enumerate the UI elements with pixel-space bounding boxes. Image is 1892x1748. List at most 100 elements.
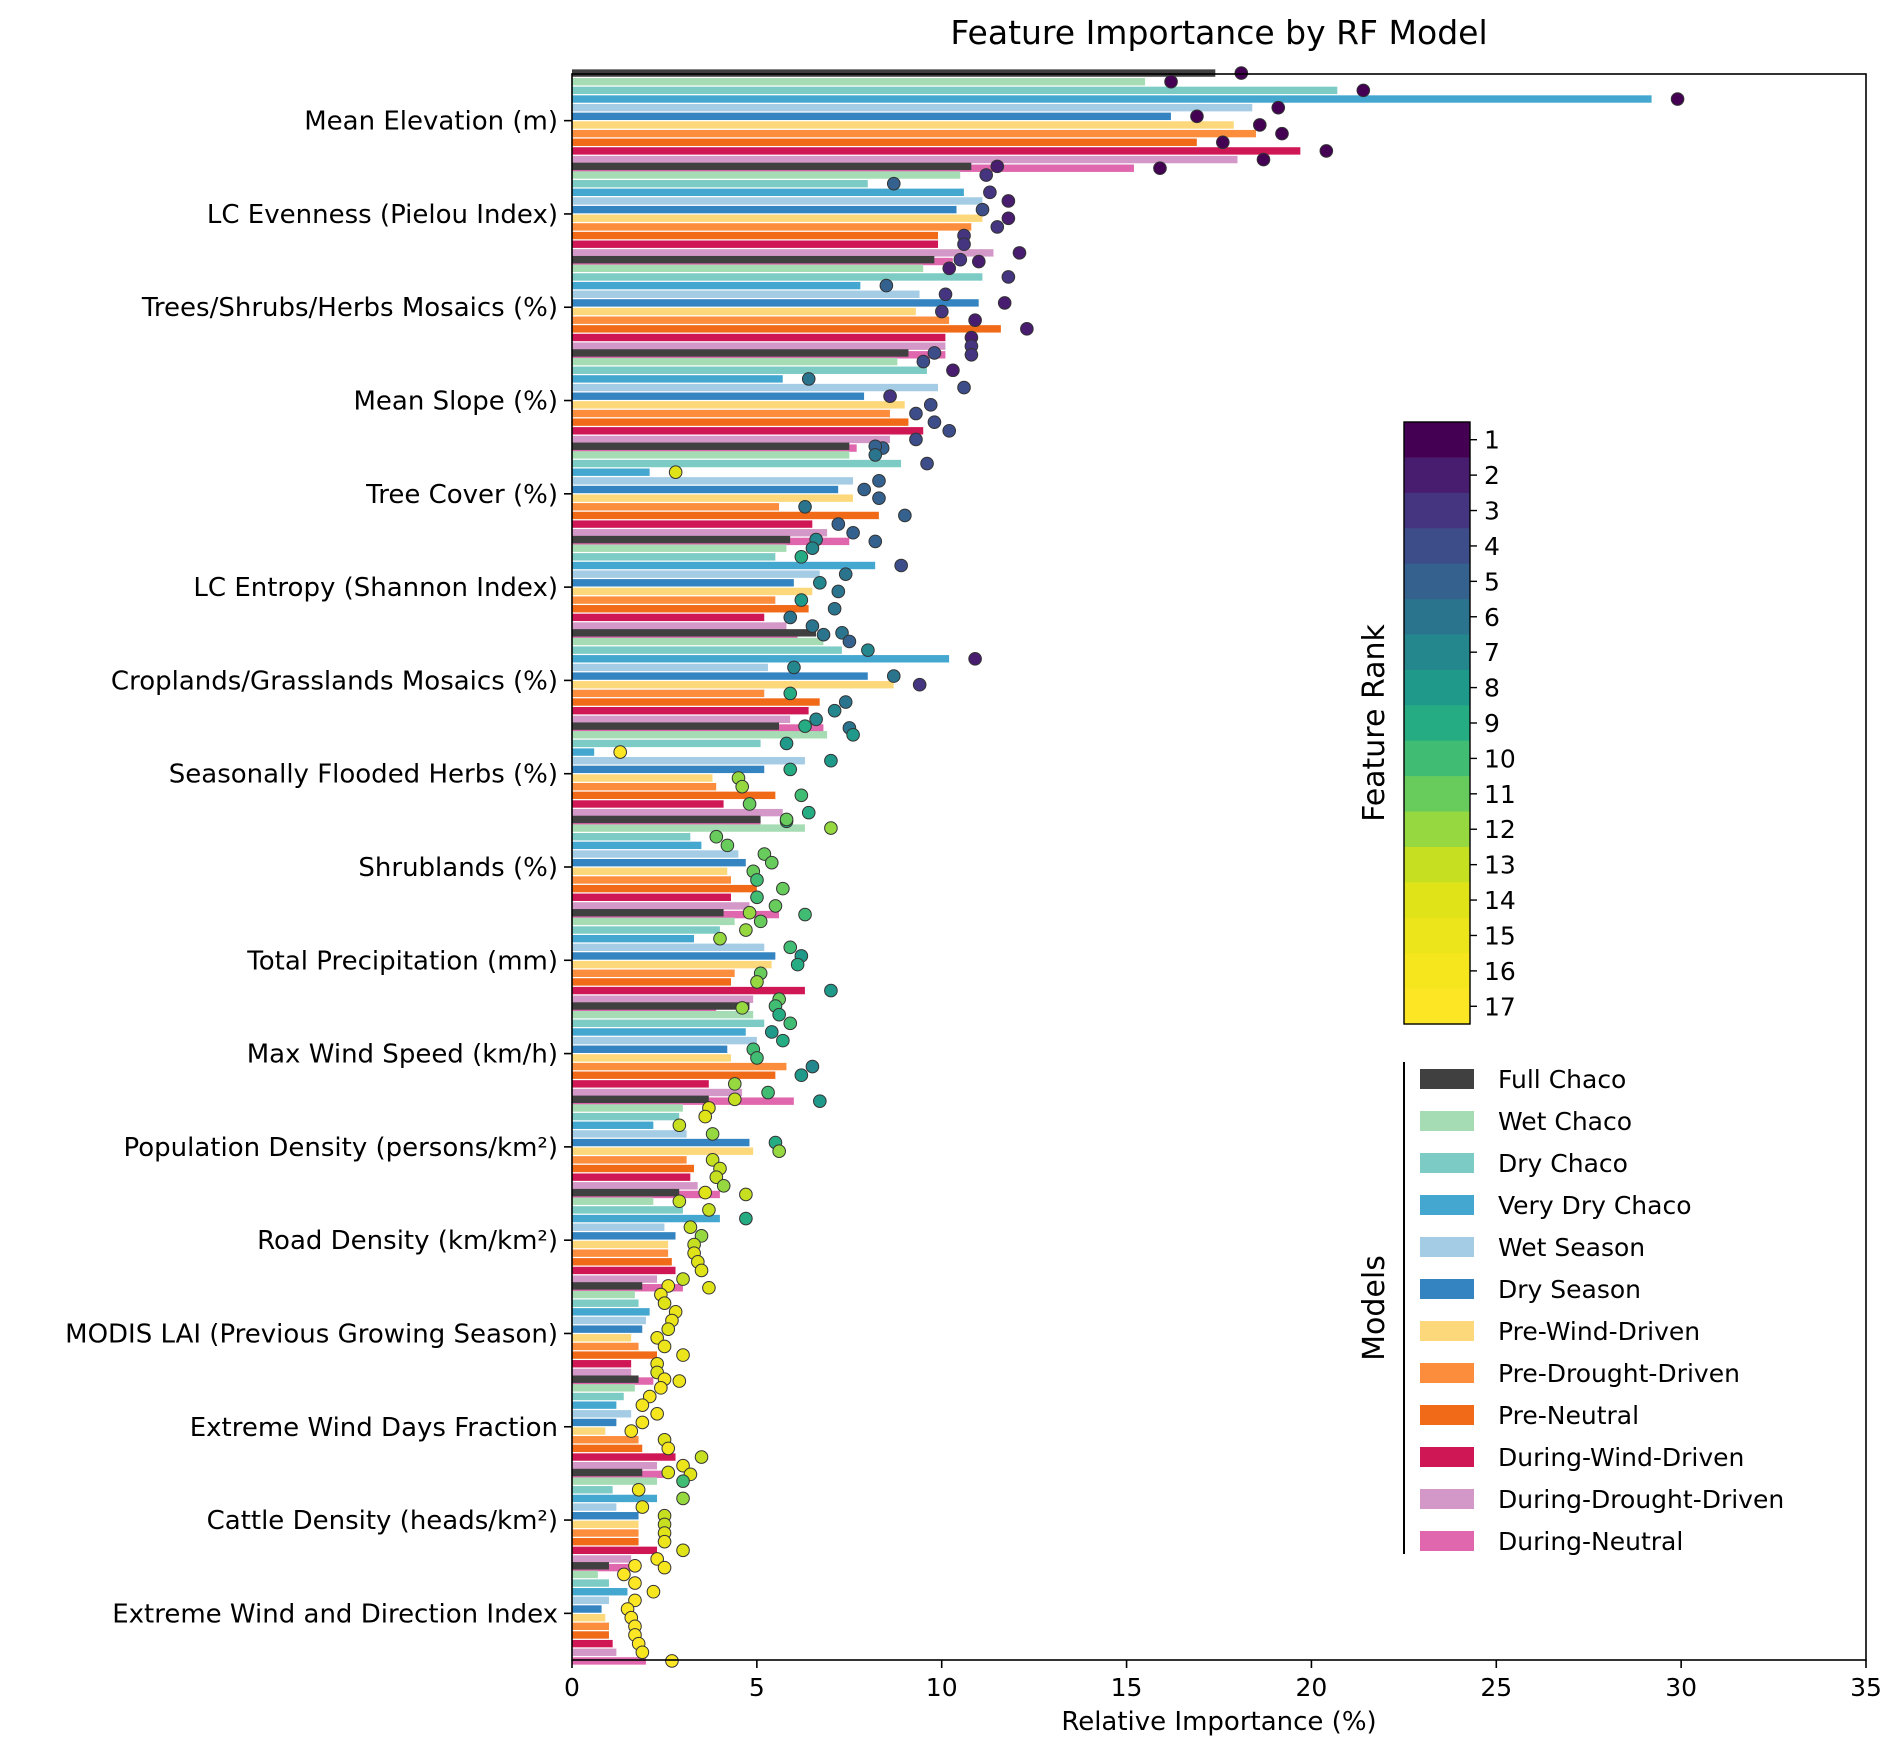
rank-marker bbox=[1164, 74, 1178, 89]
bar bbox=[572, 1436, 639, 1444]
bar bbox=[572, 249, 994, 257]
rank-marker bbox=[868, 534, 883, 549]
bar bbox=[572, 1427, 606, 1435]
bar bbox=[572, 765, 765, 774]
rank-marker bbox=[909, 432, 923, 447]
rank-marker bbox=[957, 237, 971, 252]
bar bbox=[572, 162, 972, 171]
colorbar-cell bbox=[1404, 917, 1470, 954]
rank-marker bbox=[709, 829, 724, 844]
bar bbox=[572, 1410, 632, 1418]
rank-marker bbox=[650, 1330, 664, 1345]
bar bbox=[572, 1062, 787, 1071]
bar bbox=[572, 485, 839, 494]
colorbar-cell bbox=[1404, 563, 1470, 600]
rank-marker bbox=[676, 1491, 690, 1506]
colorbar-cell bbox=[1404, 528, 1470, 565]
rank-marker bbox=[635, 1645, 650, 1660]
category-label: Road Density (km/km²) bbox=[257, 1226, 558, 1256]
rank-marker bbox=[735, 1001, 749, 1015]
x-tick-label: 30 bbox=[1665, 1673, 1697, 1702]
legend-swatch bbox=[1420, 1069, 1474, 1089]
bar bbox=[572, 197, 983, 205]
rank-marker bbox=[776, 881, 790, 896]
rank-marker bbox=[694, 1450, 709, 1464]
bar bbox=[572, 1605, 602, 1613]
bar bbox=[572, 1520, 639, 1529]
colorbar-cell bbox=[1404, 634, 1470, 671]
bar bbox=[572, 1164, 695, 1173]
bar bbox=[572, 1570, 598, 1579]
bar bbox=[572, 1546, 658, 1555]
rank-marker bbox=[838, 567, 853, 581]
rank-marker bbox=[657, 1534, 672, 1549]
rank-marker bbox=[750, 975, 764, 989]
rank-marker bbox=[631, 1482, 646, 1497]
bar bbox=[572, 1010, 754, 1019]
colorbar-cell bbox=[1404, 811, 1470, 848]
x-tick-label: 0 bbox=[564, 1673, 580, 1702]
rank-marker bbox=[750, 873, 764, 887]
colorbar-tick-label: 12 bbox=[1484, 815, 1516, 844]
rank-marker bbox=[809, 712, 823, 727]
rank-marker bbox=[990, 220, 1005, 234]
bar bbox=[572, 121, 1234, 129]
rank-marker bbox=[661, 1322, 676, 1336]
legend-label: During-Drought-Driven bbox=[1498, 1485, 1784, 1514]
rank-marker bbox=[824, 753, 838, 768]
rank-marker bbox=[676, 1348, 690, 1362]
bar bbox=[572, 553, 776, 561]
rank-marker bbox=[1153, 161, 1167, 176]
bar bbox=[572, 316, 950, 324]
rank-marker bbox=[635, 1415, 650, 1430]
bar bbox=[572, 1045, 728, 1053]
bar bbox=[572, 418, 909, 426]
colorbar-cell bbox=[1404, 457, 1470, 494]
rank-marker bbox=[739, 1211, 753, 1226]
bar bbox=[572, 342, 946, 350]
rank-marker bbox=[898, 508, 912, 523]
rank-marker bbox=[772, 1007, 786, 1022]
rank-marker bbox=[964, 348, 979, 362]
bar bbox=[572, 1088, 743, 1097]
bar bbox=[572, 570, 820, 578]
bar bbox=[572, 876, 731, 884]
bar bbox=[572, 1453, 676, 1461]
bar bbox=[572, 1232, 676, 1240]
colorbar-cell bbox=[1404, 669, 1470, 706]
bar bbox=[572, 1529, 639, 1537]
bar bbox=[572, 934, 695, 943]
rank-marker bbox=[739, 923, 753, 937]
bar bbox=[572, 290, 920, 298]
legend-label: Pre-Neutral bbox=[1498, 1401, 1639, 1430]
rank-marker bbox=[827, 703, 842, 718]
colorbar-cell bbox=[1404, 988, 1470, 1025]
bar bbox=[572, 1360, 632, 1368]
rank-marker bbox=[672, 1194, 687, 1209]
rank-marker bbox=[702, 1203, 716, 1217]
colorbar-tick-label: 5 bbox=[1484, 567, 1500, 596]
category-label: Seasonally Flooded Herbs (%) bbox=[169, 760, 558, 790]
rank-marker bbox=[783, 610, 798, 625]
bar bbox=[572, 1290, 635, 1299]
rank-marker bbox=[997, 296, 1012, 310]
category-label: Croplands/Grasslands Mosaics (%) bbox=[111, 666, 558, 696]
bar bbox=[572, 605, 809, 613]
bar bbox=[572, 1461, 658, 1470]
rank-marker bbox=[657, 1560, 672, 1575]
rank-marker bbox=[787, 660, 801, 675]
rank-marker bbox=[772, 1144, 786, 1159]
category-label: Mean Slope (%) bbox=[354, 387, 559, 417]
bar bbox=[572, 179, 868, 188]
rank-marker bbox=[927, 346, 942, 360]
rank-marker bbox=[798, 719, 812, 733]
rank-marker bbox=[801, 805, 816, 820]
rank-marker bbox=[661, 1465, 676, 1480]
rank-marker bbox=[727, 1092, 742, 1107]
rank-marker bbox=[794, 1068, 809, 1083]
rank-marker bbox=[831, 584, 846, 599]
bar bbox=[572, 103, 1253, 112]
category-label: Cattle Density (heads/km²) bbox=[207, 1506, 558, 1536]
